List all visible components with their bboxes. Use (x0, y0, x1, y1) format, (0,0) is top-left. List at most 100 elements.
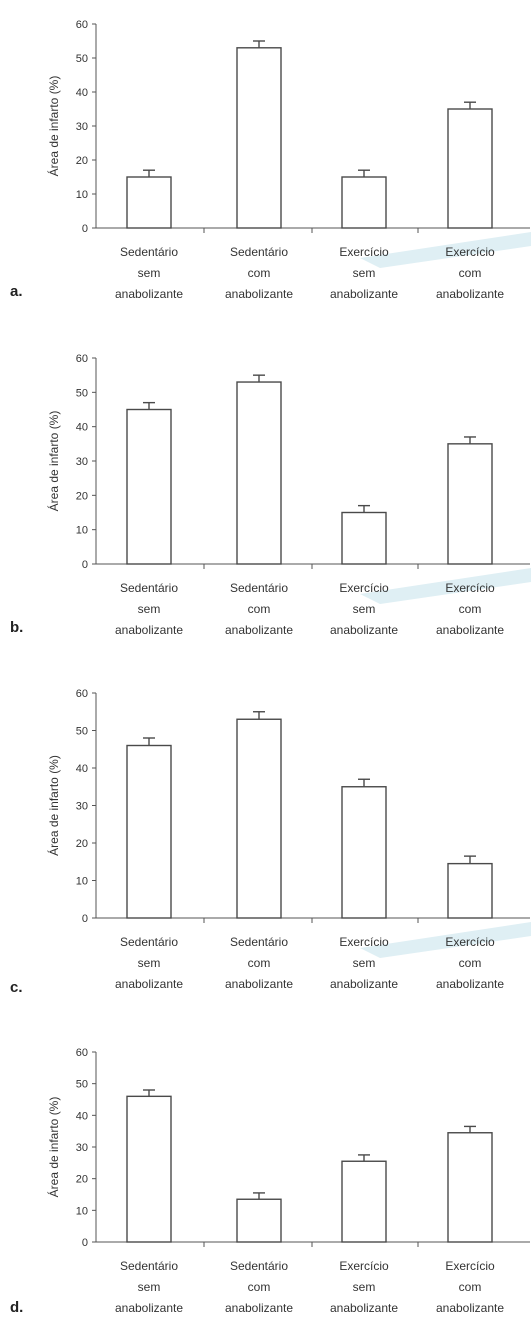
bar (341, 176, 387, 229)
watermark-band (360, 568, 531, 604)
panel-label: d. (10, 1299, 23, 1316)
bar (126, 744, 172, 919)
category-label: anabolizante (436, 977, 504, 991)
category-label: sem (353, 602, 376, 616)
category-label: anabolizante (330, 623, 398, 637)
y-tick-label: 60 (76, 688, 88, 700)
bar (236, 1198, 282, 1243)
y-tick-label: 10 (76, 1205, 88, 1217)
bar (341, 786, 387, 919)
y-tick-label: 20 (76, 155, 88, 167)
category-label: Sedentário (230, 581, 288, 595)
y-tick-label: 0 (82, 913, 88, 925)
y-tick-label: 60 (76, 1047, 88, 1059)
category-label: Exercício (339, 581, 389, 595)
y-axis-label: Área de infarto (%) (46, 1097, 61, 1198)
category-label: anabolizante (115, 623, 183, 637)
category-label: Exercício (445, 245, 495, 259)
category-label: anabolizante (115, 1301, 183, 1315)
category-label: Sedentário (230, 935, 288, 949)
category-label: anabolizante (436, 623, 504, 637)
panel-label: a. (10, 283, 23, 300)
panel-label: b. (10, 619, 23, 636)
bar (447, 443, 493, 565)
category-label: anabolizante (225, 1301, 293, 1315)
category-label: anabolizante (225, 287, 293, 301)
category-label: Exercício (339, 1259, 389, 1273)
category-label: anabolizante (225, 977, 293, 991)
bar (236, 718, 282, 919)
category-label: Sedentário (230, 245, 288, 259)
y-tick-label: 20 (76, 490, 88, 502)
panel-label: c. (10, 979, 23, 996)
category-label: Exercício (445, 935, 495, 949)
y-axis-label: Área de infarto (%) (46, 755, 61, 856)
category-label: Sedentário (120, 245, 178, 259)
y-tick-label: 30 (76, 456, 88, 468)
category-label: sem (353, 266, 376, 280)
bar (341, 511, 387, 565)
category-label: com (248, 602, 271, 616)
category-label: com (459, 602, 482, 616)
bar (447, 108, 493, 229)
bar (236, 381, 282, 565)
category-label: sem (138, 602, 161, 616)
category-label: anabolizante (115, 287, 183, 301)
watermark-band (360, 232, 531, 268)
category-label: Exercício (445, 1259, 495, 1273)
category-label: anabolizante (436, 1301, 504, 1315)
category-label: com (459, 1280, 482, 1294)
bar (236, 47, 282, 229)
y-tick-label: 50 (76, 387, 88, 399)
category-label: sem (353, 1280, 376, 1294)
y-tick-label: 50 (76, 1079, 88, 1091)
y-tick-label: 40 (76, 763, 88, 775)
y-tick-label: 0 (82, 223, 88, 235)
category-label: com (248, 1280, 271, 1294)
category-label: sem (138, 956, 161, 970)
category-label: Sedentário (230, 1259, 288, 1273)
y-tick-label: 0 (82, 1237, 88, 1249)
y-tick-label: 10 (76, 525, 88, 537)
y-tick-label: 30 (76, 121, 88, 133)
watermark-band (360, 922, 531, 958)
category-label: com (459, 266, 482, 280)
bar (447, 1132, 493, 1243)
y-tick-label: 40 (76, 422, 88, 434)
bar (447, 862, 493, 919)
y-tick-label: 60 (76, 19, 88, 31)
category-label: Sedentário (120, 1259, 178, 1273)
y-tick-label: 40 (76, 1110, 88, 1122)
y-tick-label: 10 (76, 876, 88, 888)
category-label: com (459, 956, 482, 970)
y-tick-label: 50 (76, 726, 88, 738)
category-label: anabolizante (436, 287, 504, 301)
category-label: anabolizante (330, 287, 398, 301)
y-tick-label: 30 (76, 1142, 88, 1154)
category-label: com (248, 266, 271, 280)
category-label: Sedentário (120, 935, 178, 949)
y-tick-label: 30 (76, 801, 88, 813)
category-label: sem (353, 956, 376, 970)
y-tick-label: 10 (76, 189, 88, 201)
category-label: sem (138, 266, 161, 280)
category-label: anabolizante (330, 977, 398, 991)
y-tick-label: 50 (76, 53, 88, 65)
y-tick-label: 20 (76, 838, 88, 850)
bar (126, 176, 172, 229)
category-label: anabolizante (225, 623, 293, 637)
y-tick-label: 0 (82, 559, 88, 571)
bar (126, 1095, 172, 1243)
y-tick-label: 40 (76, 87, 88, 99)
category-label: com (248, 956, 271, 970)
category-label: Exercício (339, 245, 389, 259)
bar (341, 1160, 387, 1243)
y-axis-label: Área de infarto (%) (46, 411, 61, 512)
y-axis-label: Área de infarto (%) (46, 76, 61, 177)
category-label: Exercício (339, 935, 389, 949)
category-label: anabolizante (115, 977, 183, 991)
y-tick-label: 20 (76, 1174, 88, 1186)
category-label: Exercício (445, 581, 495, 595)
